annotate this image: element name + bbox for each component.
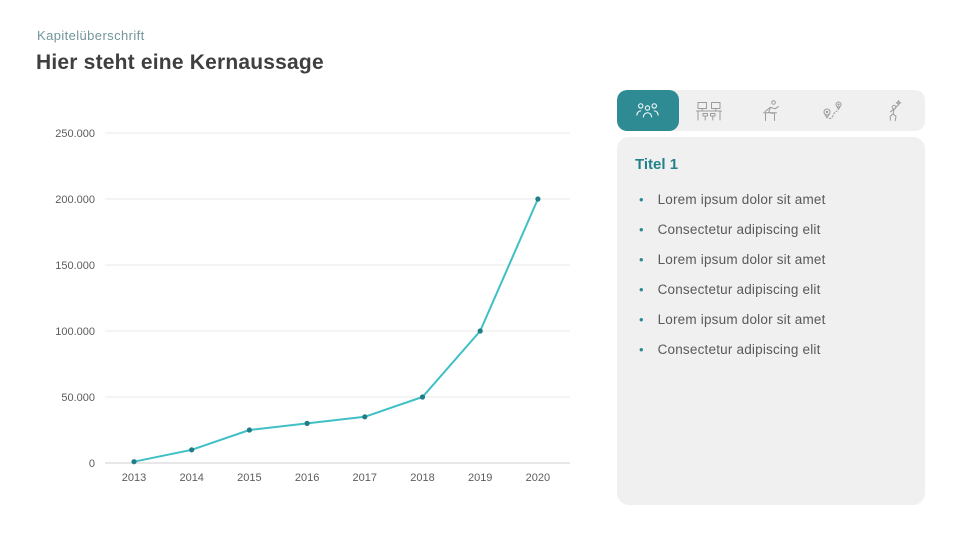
- svg-text:50.000: 50.000: [61, 392, 95, 404]
- bullet-list: • Lorem ipsum dolor sit amet • Consectetur…: [635, 184, 907, 364]
- svg-text:100.000: 100.000: [55, 326, 95, 338]
- desks-icon: [696, 101, 723, 120]
- bullet-dot: •: [639, 281, 644, 297]
- chapter-heading: Kapitelüberschrift: [37, 28, 145, 43]
- goal-icon: [889, 99, 902, 121]
- bullet-dot: •: [639, 251, 644, 267]
- svg-text:250.000: 250.000: [55, 128, 95, 140]
- tab-team[interactable]: [617, 90, 679, 131]
- content-card: Titel 1 • Lorem ipsum dolor sit amet • Con…: [617, 137, 925, 505]
- tab-roadmap[interactable]: [802, 90, 864, 131]
- bullet-dot: •: [639, 221, 644, 237]
- list-item: • Lorem ipsum dolor sit amet: [639, 251, 826, 267]
- svg-text:2017: 2017: [353, 472, 377, 484]
- page-title: Hier steht eine Kernaussage: [36, 51, 324, 74]
- bullet-dot: •: [639, 191, 644, 207]
- route-icon: [823, 101, 842, 119]
- list-item: • Lorem ipsum dolor sit amet: [639, 191, 826, 207]
- svg-text:2015: 2015: [237, 472, 261, 484]
- tab-goal[interactable]: [863, 90, 925, 131]
- list-item: • Lorem ipsum dolor sit amet: [639, 311, 826, 327]
- svg-text:2016: 2016: [295, 472, 319, 484]
- svg-text:2013: 2013: [122, 472, 146, 484]
- list-item: • Consectetur adipiscing elit: [639, 221, 821, 237]
- bullet-dot: •: [639, 311, 644, 327]
- list-item: • Consectetur adipiscing elit: [639, 281, 821, 297]
- list-item: • Consectetur adipiscing elit: [639, 341, 821, 357]
- tab-workspace[interactable]: [679, 90, 741, 131]
- svg-text:2018: 2018: [410, 472, 434, 484]
- tab-challenge[interactable]: [740, 90, 802, 131]
- bullet-dot: •: [639, 341, 644, 357]
- card-title: Titel 1: [635, 156, 679, 173]
- team-icon: [636, 103, 659, 118]
- growth-line-chart: 0 50.000 100.000 150.000 200.000 250.000 2013 2…: [40, 115, 580, 495]
- svg-text:2019: 2019: [468, 472, 492, 484]
- svg-text:150.000: 150.000: [55, 260, 95, 272]
- svg-text:200.000: 200.000: [55, 194, 95, 206]
- line-chart-svg: 0 50.000 100.000 150.000 200.000 250.000 2013 2…: [55, 128, 570, 484]
- svg-text:2014: 2014: [179, 472, 203, 484]
- hurdler-icon: [762, 99, 779, 121]
- svg-text:0: 0: [89, 458, 95, 470]
- svg-text:2020: 2020: [526, 472, 550, 484]
- panel-tab-bar: [617, 90, 925, 131]
